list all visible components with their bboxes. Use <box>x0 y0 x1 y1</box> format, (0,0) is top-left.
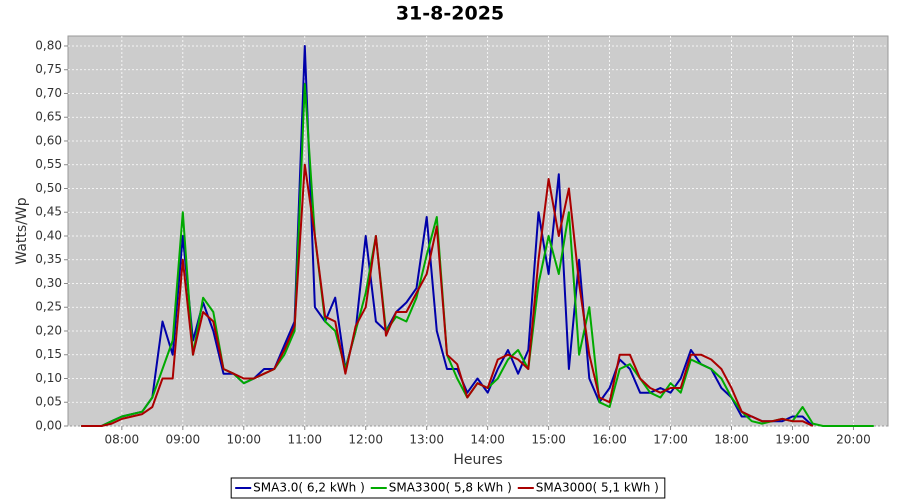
x-tick-label: 09:00 <box>166 433 201 447</box>
legend-label: SMA3.0( 6,2 kWh ) <box>253 481 365 495</box>
x-axis-label: Heures <box>453 452 502 468</box>
legend-label: SMA3000( 5,1 kWh ) <box>536 481 659 495</box>
grid: 0,00 0,05 0,10 0,15 0,20 0,25 0,30 0,35 0,40 0,45… <box>35 36 888 447</box>
x-tick-label: 15:00 <box>531 433 566 447</box>
y-tick-label: 0,00 <box>35 419 62 433</box>
x-tick-label: 19:00 <box>775 433 810 447</box>
lines <box>81 45 874 427</box>
x-tick-label: 14:00 <box>470 433 505 447</box>
y-tick-label: 0,60 <box>35 133 62 147</box>
x-tick-label: 10:00 <box>226 433 261 447</box>
x-tick-label: 20:00 <box>836 433 871 447</box>
x-tick-label: 18:00 <box>714 433 749 447</box>
x-tick-label: 17:00 <box>653 433 688 447</box>
y-tick-label: 0,40 <box>35 228 62 242</box>
y-tick-label: 0,45 <box>35 205 62 219</box>
x-tick-label: 11:00 <box>287 433 322 447</box>
y-axis-label: Watts/Wp <box>14 197 30 264</box>
x-tick-label: 08:00 <box>105 433 140 447</box>
y-tick-label: 0,80 <box>35 38 62 52</box>
legend: SMA3.0( 6,2 kWh ) SMA3300( 5,8 kWh ) SMA30… <box>230 477 666 499</box>
y-tick-label: 0,55 <box>35 157 62 171</box>
y-tick-label: 0,75 <box>35 62 62 76</box>
y-tick-label: 0,65 <box>35 110 62 124</box>
legend-box <box>230 477 666 499</box>
y-tick-label: 0,50 <box>35 181 62 195</box>
chart-title: 31-8-2025 <box>396 3 504 25</box>
series-line <box>81 163 814 427</box>
x-tick-label: 16:00 <box>592 433 627 447</box>
y-tick-label: 0,05 <box>35 395 62 409</box>
y-tick-label: 0,70 <box>35 86 62 100</box>
y-tick-label: 0,25 <box>35 300 62 314</box>
plot-area <box>67 35 889 427</box>
y-tick-label: 0,30 <box>35 276 62 290</box>
legend-label: SMA3300( 5,8 kWh ) <box>389 481 512 495</box>
y-tick-label: 0,15 <box>35 347 62 361</box>
y-tick-label: 0,10 <box>35 371 62 385</box>
x-tick-label: 13:00 <box>409 433 444 447</box>
x-tick-label: 12:00 <box>348 433 383 447</box>
y-tick-label: 0,20 <box>35 323 62 337</box>
y-tick-label: 0,35 <box>35 252 62 266</box>
